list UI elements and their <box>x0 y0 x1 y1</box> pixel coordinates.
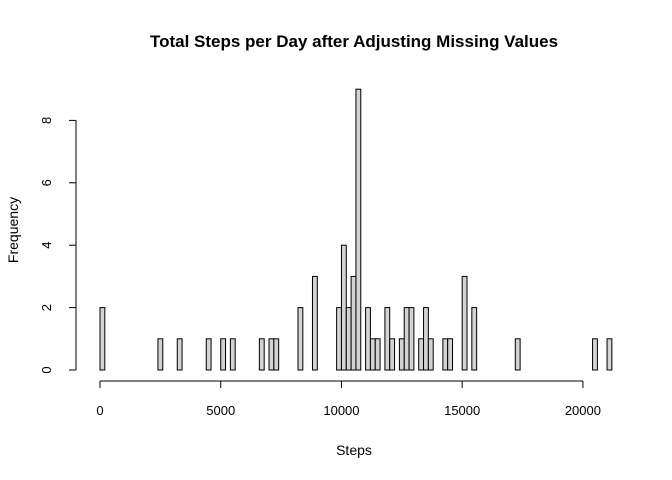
histogram-bar-22 <box>403 307 410 371</box>
x-axis-label: Steps <box>336 442 372 458</box>
histogram-bar-0 <box>99 307 106 371</box>
histogram-bar-7 <box>268 338 275 371</box>
y-tick-label: 6 <box>39 179 54 186</box>
x-tick-label: 5000 <box>206 403 235 418</box>
x-tick-label: 10000 <box>323 403 359 418</box>
histogram-bar-5 <box>229 338 236 371</box>
histogram-bar-8 <box>273 338 280 371</box>
x-axis: 0 5000 10000 15000 20000 <box>96 380 601 418</box>
y-axis: 0 2 4 6 8 <box>39 117 77 374</box>
chart-title: Total Steps per Day after Adjusting Miss… <box>150 32 558 51</box>
histogram-bar-30 <box>471 307 478 371</box>
histogram-bar-28 <box>447 338 454 371</box>
histogram-bar-21 <box>398 338 405 371</box>
histogram-bar-4 <box>220 338 227 371</box>
histogram-bar-25 <box>423 307 429 371</box>
histogram-bar-2 <box>176 338 183 371</box>
y-axis-label: Frequency <box>5 197 21 263</box>
histogram-bar-15 <box>355 88 362 371</box>
histogram-bar-3 <box>205 338 212 371</box>
y-tick-label: 8 <box>39 117 54 124</box>
histogram-bar-20 <box>389 338 396 371</box>
x-tick-label: 20000 <box>565 403 601 418</box>
histogram-bar-11 <box>336 307 342 371</box>
histogram-bar-16 <box>365 307 371 371</box>
y-tick-label: 2 <box>39 304 54 311</box>
histogram-bar-27 <box>442 338 449 371</box>
histogram-bar-24 <box>418 338 425 371</box>
histogram-bar-33 <box>606 338 613 371</box>
y-tick-label: 0 <box>39 366 54 373</box>
histogram-bar-18 <box>374 338 381 371</box>
histogram-bar-6 <box>258 338 265 371</box>
x-tick-label: 15000 <box>444 403 480 418</box>
y-tick-label: 4 <box>39 242 54 249</box>
x-tick-label: 0 <box>96 403 103 418</box>
histogram-bar-26 <box>427 338 434 371</box>
histogram-bar-31 <box>514 338 521 371</box>
histogram-bar-29 <box>461 275 468 371</box>
histogram-bar-17 <box>369 338 376 371</box>
bars-group <box>99 88 613 371</box>
histogram-bar-13 <box>345 307 352 371</box>
histogram-bar-14 <box>350 275 357 371</box>
histogram-bar-12 <box>340 244 347 371</box>
histogram-bar-10 <box>311 275 318 371</box>
histogram-bar-23 <box>408 307 415 371</box>
histogram-bar-19 <box>384 307 391 371</box>
histogram-bar-1 <box>157 338 164 371</box>
histogram-bar-9 <box>297 307 304 371</box>
histogram-bar-32 <box>592 338 598 371</box>
